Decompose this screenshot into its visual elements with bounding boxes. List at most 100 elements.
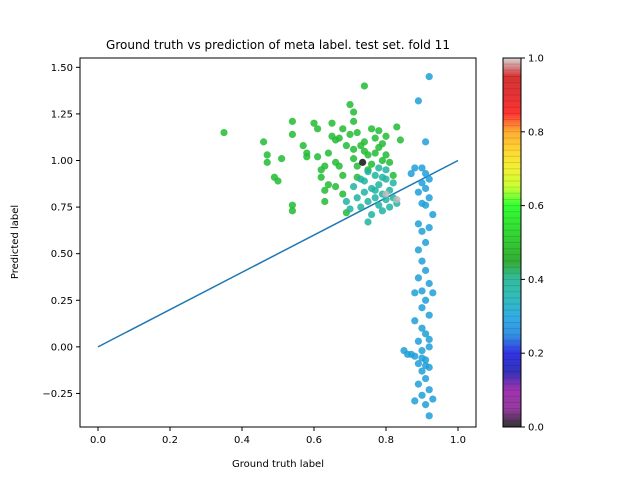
data-point bbox=[288, 201, 296, 209]
data-point bbox=[411, 289, 419, 297]
data-point bbox=[389, 179, 397, 187]
reference-line bbox=[97, 159, 459, 348]
data-point bbox=[360, 188, 368, 196]
data-point bbox=[425, 412, 433, 420]
data-point bbox=[378, 140, 386, 148]
data-point bbox=[425, 335, 433, 344]
data-point bbox=[422, 201, 430, 209]
data-point bbox=[411, 397, 419, 405]
data-point bbox=[350, 108, 358, 116]
data-point bbox=[335, 134, 343, 142]
data-point bbox=[418, 367, 426, 375]
data-point bbox=[339, 125, 347, 133]
data-point bbox=[364, 197, 372, 206]
data-point bbox=[393, 123, 401, 131]
data-point bbox=[422, 266, 430, 275]
data-point bbox=[371, 186, 379, 194]
chart-title: Ground truth vs prediction of meta label… bbox=[106, 38, 450, 52]
data-point bbox=[350, 182, 358, 191]
y-tick-label: 1.50 bbox=[51, 63, 73, 74]
data-point bbox=[382, 166, 390, 174]
data-point bbox=[422, 238, 430, 247]
data-point bbox=[346, 100, 354, 109]
y-axis-label: Predicted label bbox=[10, 205, 21, 279]
plot-area: 0.0 0.2 0.4 0.6 0.8 1.0 −0.25 0.00 0.25 0.50 0.75… bbox=[42, 57, 477, 446]
data-point bbox=[425, 175, 433, 183]
data-point bbox=[353, 128, 361, 137]
data-point bbox=[389, 171, 397, 180]
data-point bbox=[422, 296, 430, 304]
data-point bbox=[342, 197, 350, 206]
x-axis-label: Ground truth label bbox=[232, 459, 324, 470]
data-point bbox=[314, 153, 322, 161]
data-point bbox=[418, 179, 426, 187]
colorbar-frame bbox=[502, 57, 522, 428]
data-point bbox=[418, 304, 426, 312]
y-tick-label: 0.75 bbox=[51, 203, 73, 214]
data-point bbox=[411, 164, 419, 172]
colorbar-tick-label: 0.4 bbox=[528, 275, 544, 286]
data-point bbox=[418, 287, 426, 295]
data-point bbox=[346, 130, 354, 139]
colorbar-gradient bbox=[503, 58, 521, 427]
colorbar-ticks: 0.0 0.2 0.4 0.6 0.8 1.0 bbox=[521, 54, 544, 434]
data-point bbox=[386, 158, 394, 166]
data-point bbox=[382, 151, 390, 159]
data-point bbox=[324, 181, 332, 189]
data-point bbox=[429, 210, 437, 219]
data-point bbox=[407, 350, 415, 358]
data-point bbox=[375, 181, 383, 189]
y-tick-label: 0.50 bbox=[51, 249, 73, 260]
y-tick-label: 1.00 bbox=[51, 156, 73, 167]
x-tick-label: 0.8 bbox=[378, 435, 394, 446]
data-point bbox=[314, 125, 322, 133]
colorbar-tick-label: 0.6 bbox=[528, 201, 544, 212]
data-point bbox=[350, 117, 358, 125]
data-point bbox=[400, 346, 408, 355]
data-point bbox=[335, 162, 343, 170]
x-axis-ticks: 0.0 0.2 0.4 0.6 0.8 1.0 bbox=[90, 427, 466, 446]
x-tick-label: 1.0 bbox=[450, 435, 466, 446]
data-point bbox=[414, 246, 422, 254]
data-point bbox=[263, 158, 271, 166]
data-point bbox=[353, 162, 361, 170]
data-point bbox=[339, 190, 347, 198]
data-point bbox=[422, 374, 430, 383]
data-point bbox=[359, 158, 367, 166]
data-point bbox=[414, 220, 422, 228]
data-point bbox=[299, 141, 307, 150]
data-point bbox=[317, 173, 325, 181]
data-point bbox=[371, 171, 379, 180]
data-point bbox=[368, 125, 376, 133]
data-point bbox=[378, 207, 386, 215]
data-point bbox=[371, 134, 379, 142]
data-point bbox=[422, 401, 430, 409]
data-point bbox=[418, 227, 426, 235]
colorbar-tick-label: 0.2 bbox=[528, 349, 544, 360]
data-point bbox=[429, 395, 437, 403]
y-tick-label: −0.25 bbox=[42, 389, 73, 400]
data-point bbox=[418, 354, 426, 362]
data-point bbox=[303, 149, 311, 157]
data-point bbox=[360, 82, 368, 90]
data-point bbox=[321, 162, 329, 170]
data-point bbox=[414, 380, 422, 388]
colorbar: 0.0 0.2 0.4 0.6 0.8 1.0 bbox=[502, 54, 544, 434]
data-point bbox=[263, 151, 271, 159]
data-point bbox=[375, 201, 383, 209]
data-point bbox=[414, 360, 422, 368]
data-point bbox=[288, 117, 296, 125]
data-point bbox=[371, 194, 379, 202]
data-point bbox=[328, 119, 336, 127]
colorbar-stripes bbox=[503, 63, 521, 422]
data-point bbox=[260, 138, 268, 146]
data-point bbox=[364, 218, 372, 226]
colorbar-tick-label: 0.0 bbox=[528, 423, 544, 434]
x-tick-label: 0.0 bbox=[90, 435, 106, 446]
data-point bbox=[310, 119, 318, 127]
data-point bbox=[425, 223, 433, 232]
data-point bbox=[422, 138, 430, 146]
data-point bbox=[346, 205, 354, 213]
data-point bbox=[274, 177, 282, 185]
data-point bbox=[425, 386, 433, 394]
